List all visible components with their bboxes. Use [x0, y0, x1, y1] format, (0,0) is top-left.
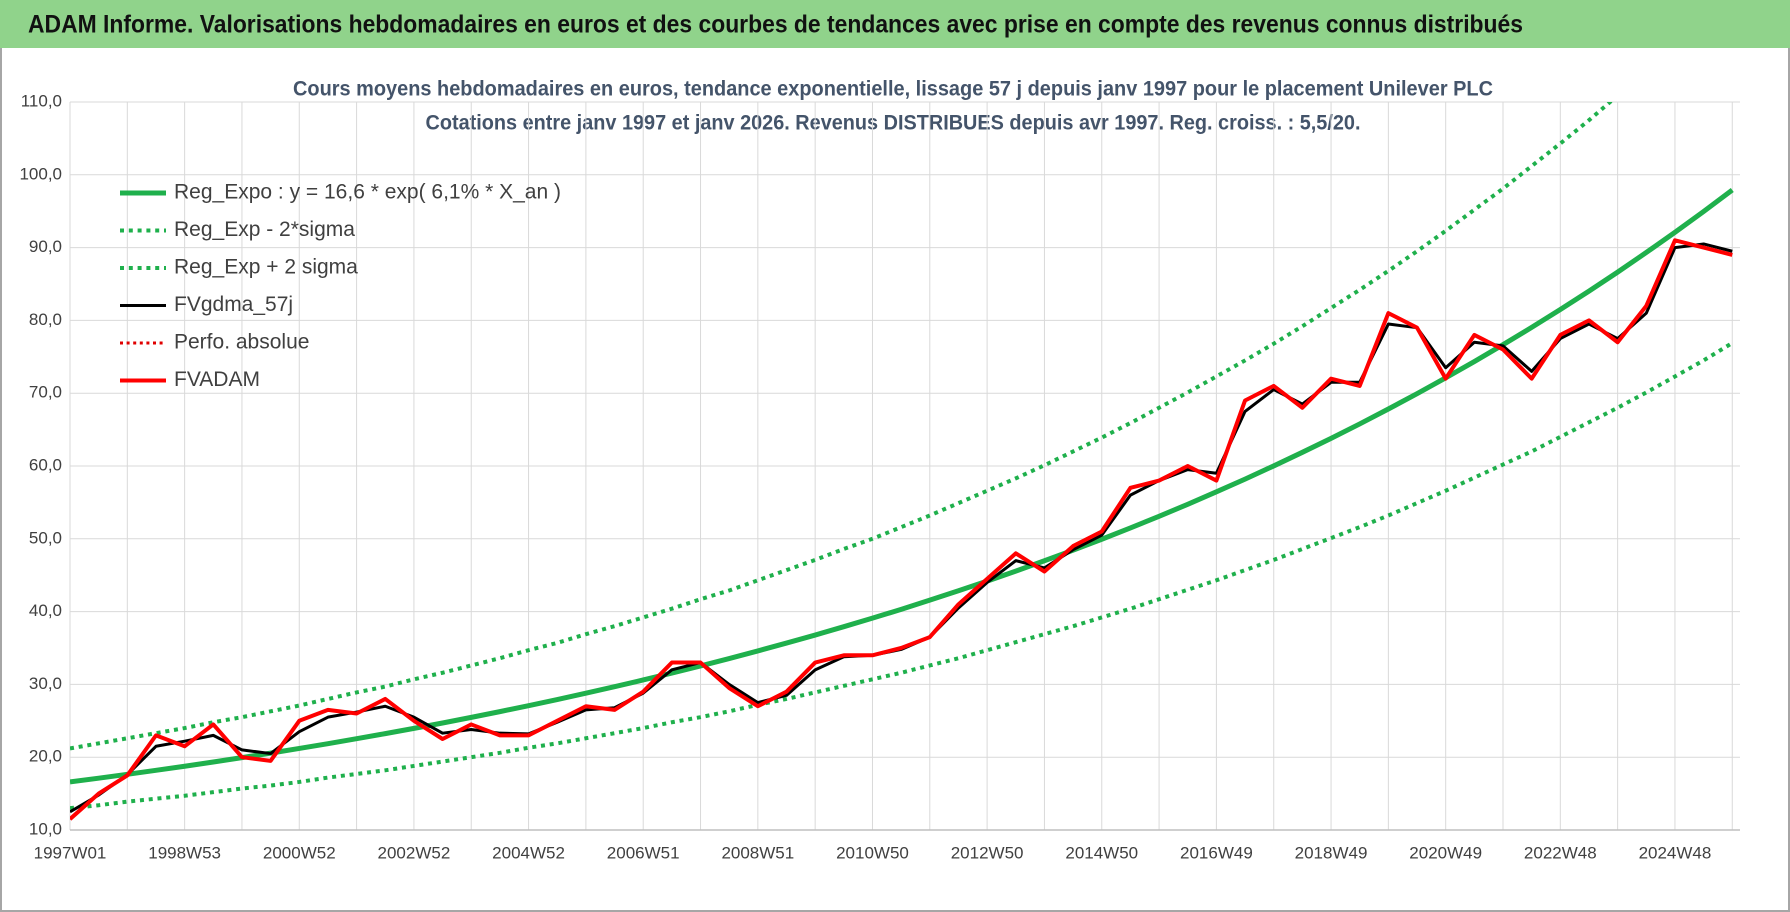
- x-tick-label: 2012W50: [951, 843, 1024, 862]
- x-tick-label: 2016W49: [1180, 843, 1253, 862]
- y-tick-label: 90,0: [29, 237, 62, 256]
- legend-label: Perfo. absolue: [174, 331, 309, 354]
- y-tick-label: 30,0: [29, 674, 62, 693]
- x-tick-label: 2008W51: [721, 843, 794, 862]
- series-line: [70, 102, 1614, 751]
- y-tick-label: 40,0: [29, 601, 62, 620]
- x-tick-label: 2022W48: [1524, 843, 1597, 862]
- grid: 10,0 20,0 30,0 40,0 50,0 60,0 70,0 80,0 90,0 100,…: [19, 91, 1740, 862]
- header-bar: [0, 0, 1790, 48]
- legend-label: FVADAM: [174, 368, 260, 391]
- x-tick-label: 2004W52: [492, 843, 565, 862]
- x-tick-label: 2018W49: [1295, 843, 1368, 862]
- y-tick-label: 110,0: [21, 91, 62, 110]
- y-tick-label: 80,0: [29, 310, 62, 329]
- y-tick-label: 100,0: [19, 164, 62, 183]
- series-line: [70, 238, 1733, 821]
- chart-subtitle: Cotations entre janv 1997 et janv 2026. …: [426, 112, 1361, 135]
- x-tick-label: 1997W01: [34, 843, 107, 862]
- y-tick-label: 10,0: [29, 819, 62, 838]
- y-tick-label: 20,0: [29, 747, 62, 766]
- legend-label: Reg_Exp + 2 sigma: [174, 256, 358, 279]
- x-tick-label: 1998W53: [148, 843, 221, 862]
- x-tick-label: 2010W50: [836, 843, 909, 862]
- x-tick-label: 2002W52: [378, 843, 451, 862]
- x-tick-label: 2020W49: [1409, 843, 1482, 862]
- x-tick-label: 2024W48: [1639, 843, 1712, 862]
- legend-label: FVgdma_57j: [174, 293, 293, 316]
- y-tick-label: 70,0: [29, 383, 62, 402]
- series-line: [70, 188, 1734, 785]
- plot-area: [70, 102, 1734, 821]
- x-tick-label: 2014W50: [1065, 843, 1138, 862]
- x-tick-label: 2000W52: [263, 843, 336, 862]
- y-tick-label: 60,0: [29, 455, 62, 474]
- legend-label: Reg_Expo : y = 16,6 * exp( 6,1% * X_an ): [174, 181, 561, 204]
- series-line: [70, 341, 1734, 811]
- legend-label: Reg_Exp - 2*sigma: [174, 218, 355, 241]
- chart-title: Cours moyens hebdomadaires en euros, ten…: [293, 78, 1493, 101]
- header-title: ADAM Informe. Valorisations hebdomadaire…: [28, 11, 1523, 39]
- legend: Reg_Expo : y = 16,6 * exp( 6,1% * X_an )…: [120, 181, 561, 391]
- x-tick-label: 2006W51: [607, 843, 680, 862]
- y-tick-label: 50,0: [29, 528, 62, 547]
